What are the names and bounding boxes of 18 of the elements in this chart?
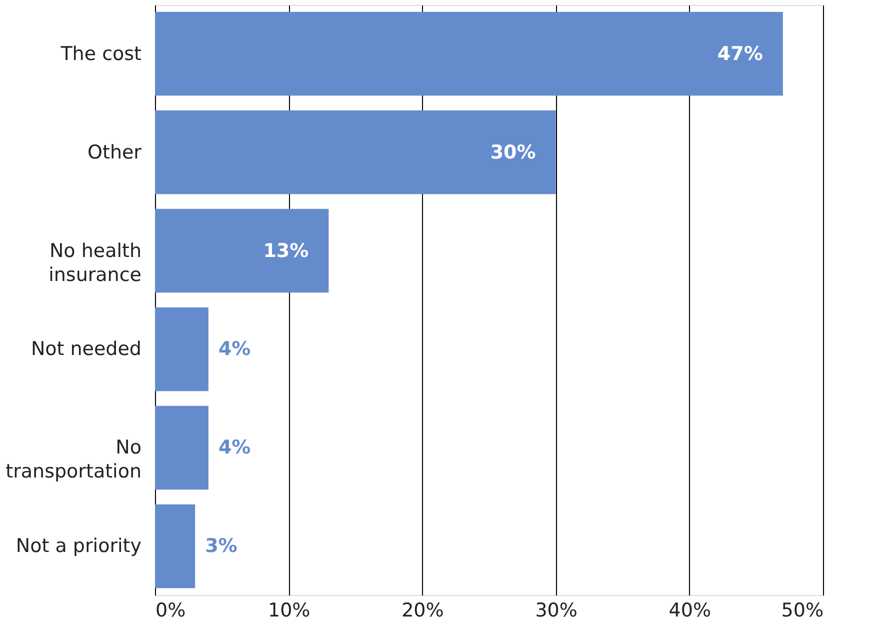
data-label: 47% <box>717 42 763 65</box>
x-tick-label: 20% <box>402 600 444 622</box>
data-label: 30% <box>490 141 536 164</box>
data-label: 4% <box>218 338 251 360</box>
x-tick-label: 40% <box>668 600 712 622</box>
y-tick-label: Other <box>88 141 142 164</box>
x-tick-label: 10% <box>268 600 310 622</box>
data-label: 13% <box>263 240 309 262</box>
y-tick-label: The cost <box>60 42 142 65</box>
y-tick-label: Not needed <box>30 338 142 360</box>
y-tick-label: Not a priority <box>16 535 142 558</box>
y-tick-label: No health insurance <box>48 240 142 286</box>
y-tick-label: No transportation <box>6 436 142 483</box>
x-tick-label: 0% <box>156 600 186 622</box>
x-tick-label: 30% <box>535 600 578 622</box>
data-label: 3% <box>205 535 238 558</box>
data-label: 4% <box>218 436 251 459</box>
x-tick-label: 50% <box>781 600 824 622</box>
